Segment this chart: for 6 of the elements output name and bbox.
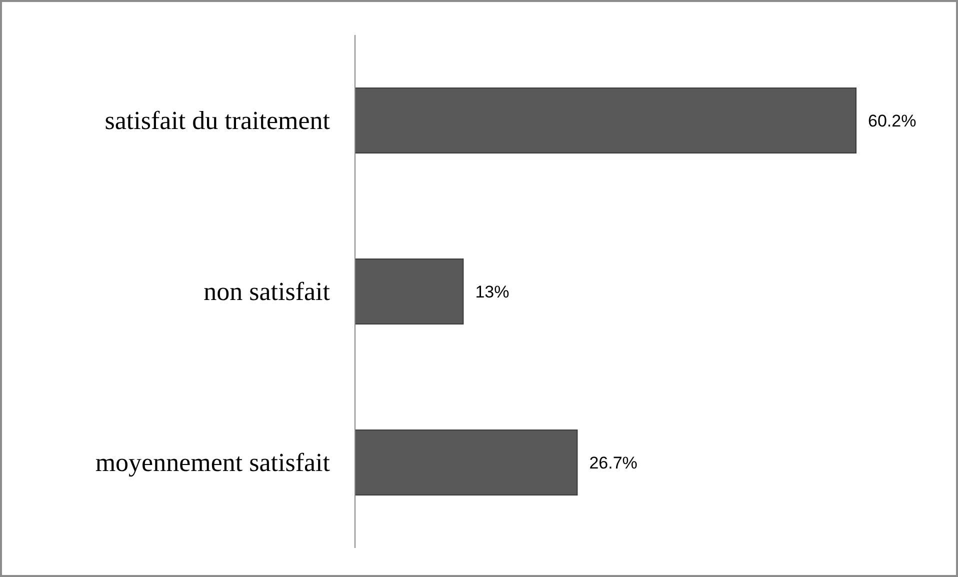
data-label: 13% — [475, 282, 510, 302]
data-label: 60.2% — [868, 111, 916, 130]
data-label: 26.7% — [589, 453, 638, 472]
y-tick-label: moyennement satisfait — [95, 448, 331, 477]
y-tick-label: satisfait du traitement — [104, 106, 331, 135]
y-tick-label: non satisfait — [204, 276, 331, 306]
